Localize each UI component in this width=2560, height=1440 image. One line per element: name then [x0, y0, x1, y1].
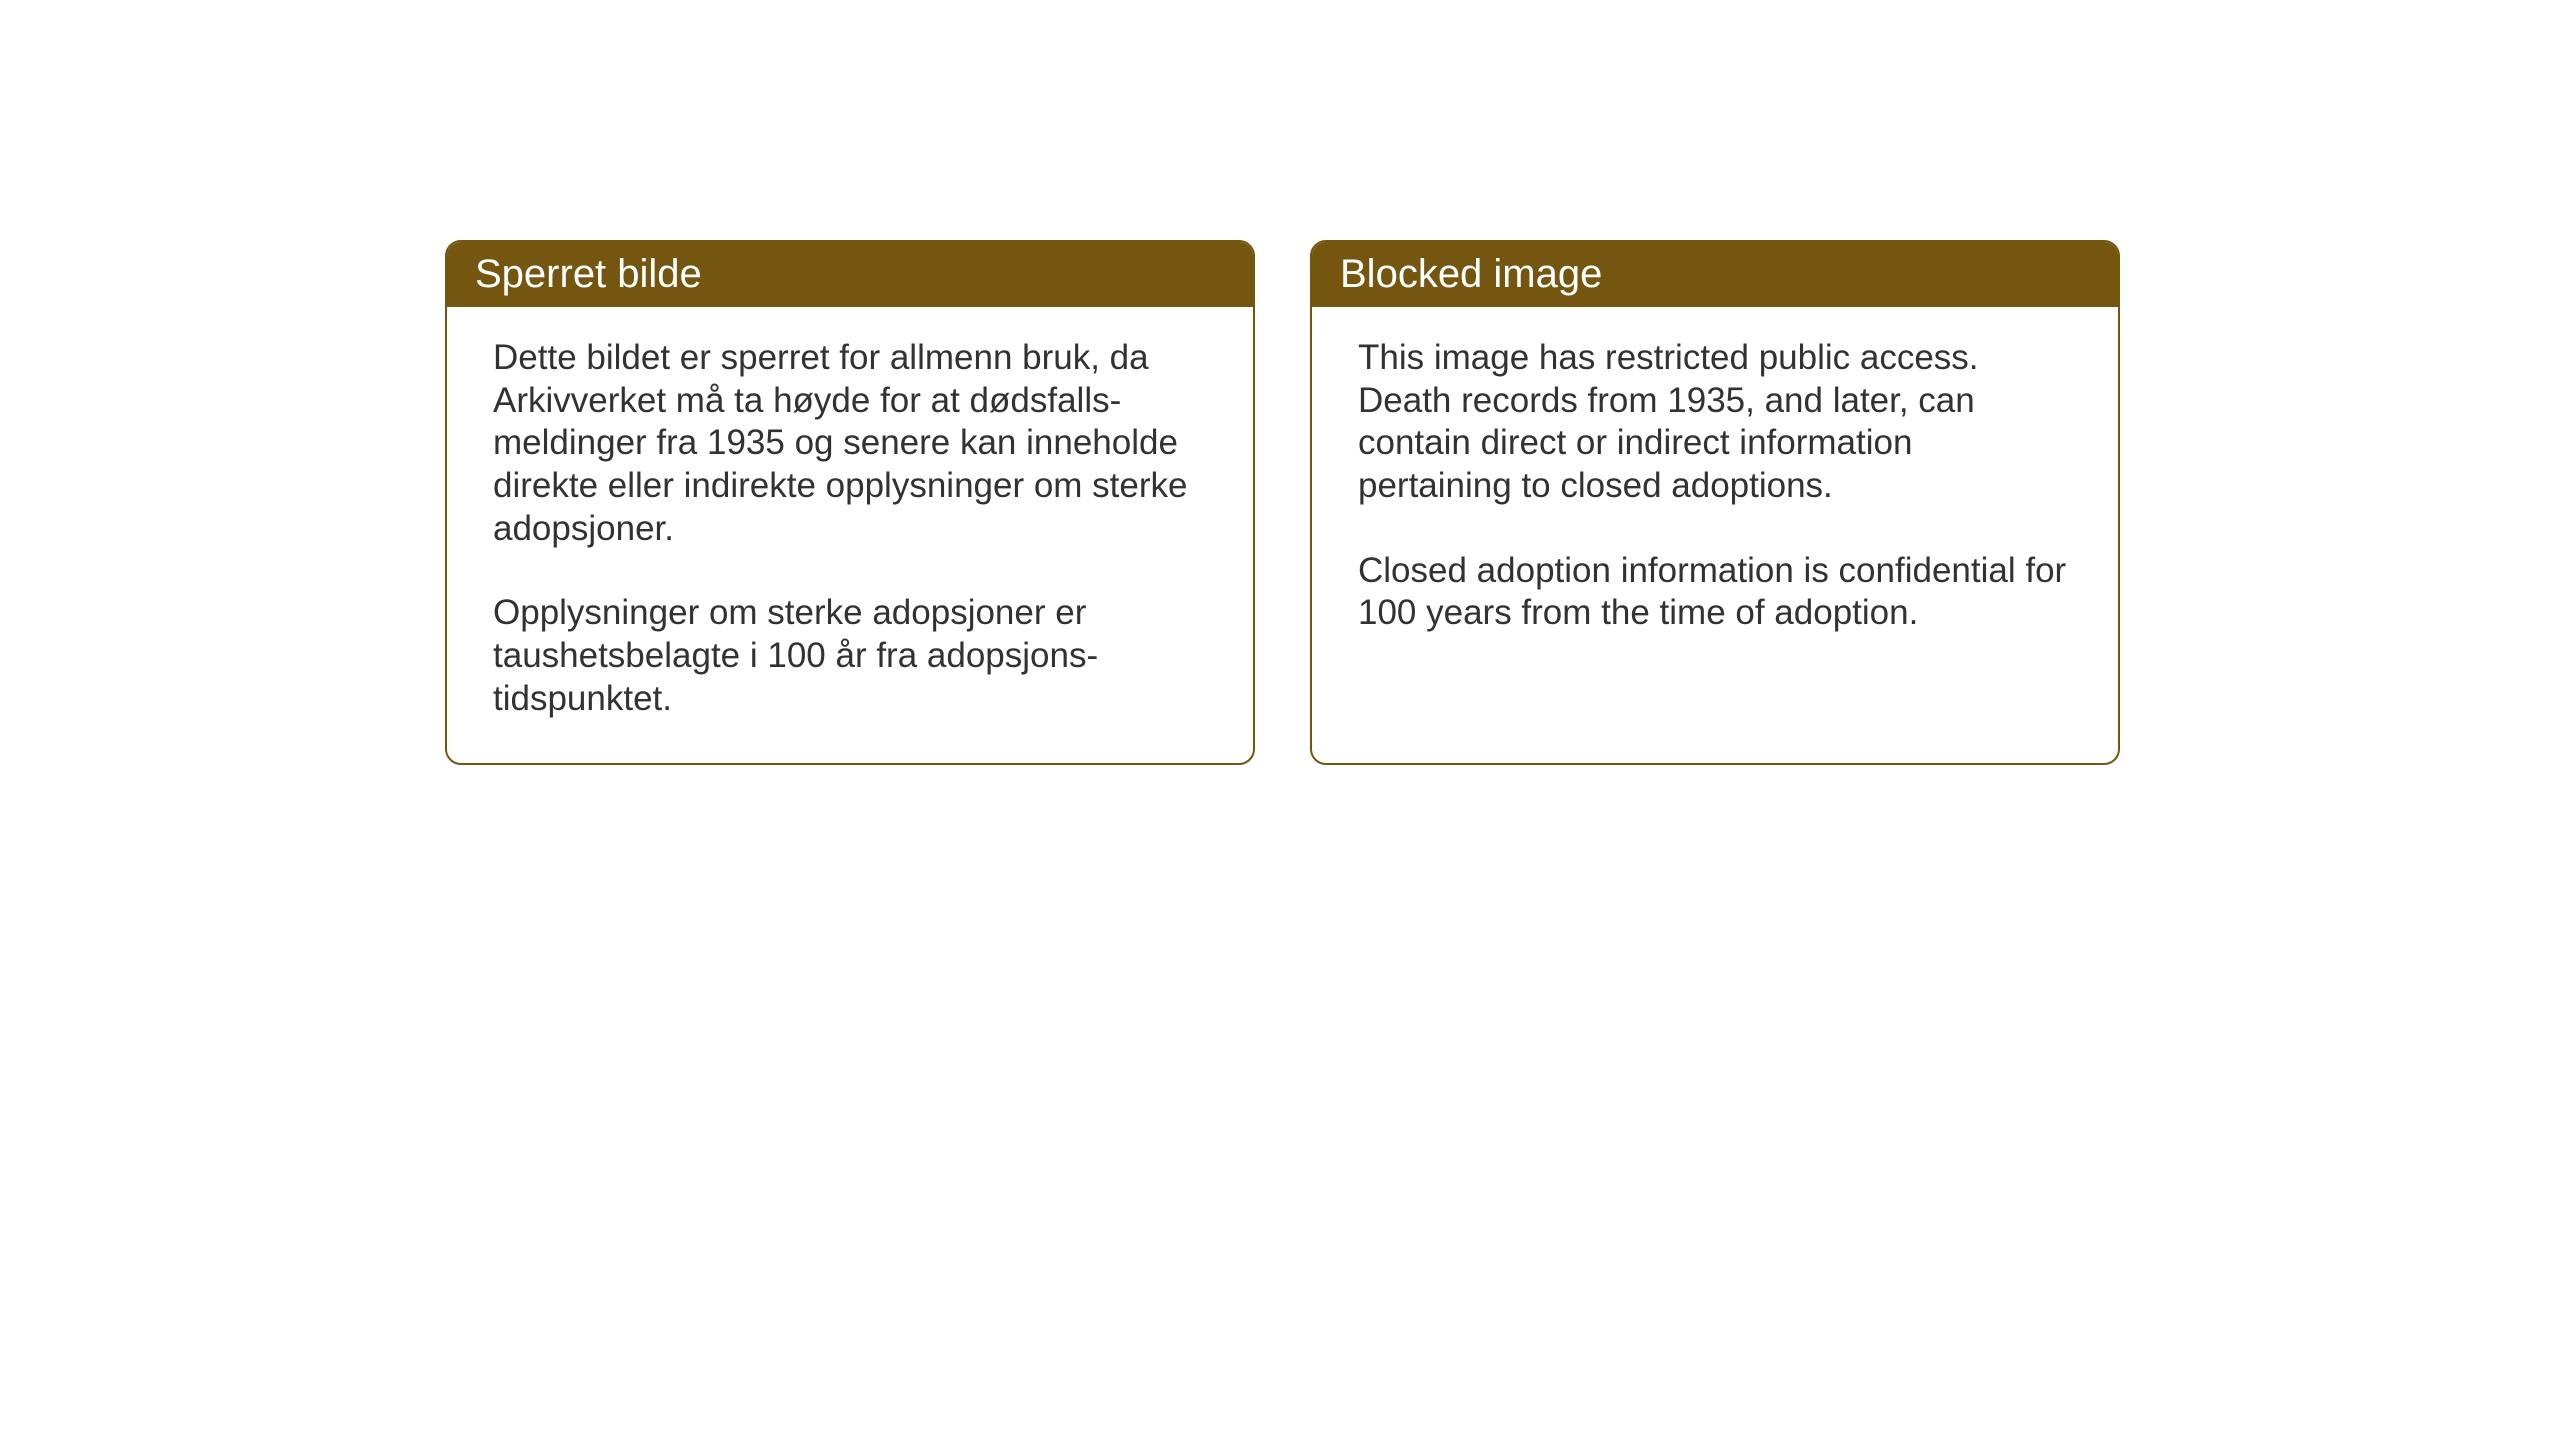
- card-paragraph: Closed adoption information is confident…: [1358, 550, 2072, 635]
- card-paragraph: Dette bildet er sperret for allmenn bruk…: [493, 337, 1207, 550]
- card-header-norwegian: Sperret bilde: [447, 242, 1253, 307]
- card-title-english: Blocked image: [1340, 252, 1602, 296]
- card-paragraph: This image has restricted public access.…: [1358, 337, 2072, 508]
- card-body-norwegian: Dette bildet er sperret for allmenn bruk…: [447, 307, 1253, 763]
- card-english: Blocked image This image has restricted …: [1310, 240, 2120, 765]
- card-body-english: This image has restricted public access.…: [1312, 307, 2118, 677]
- card-paragraph: Opplysninger om sterke adopsjoner er tau…: [493, 592, 1207, 720]
- card-title-norwegian: Sperret bilde: [475, 252, 702, 296]
- card-header-english: Blocked image: [1312, 242, 2118, 307]
- card-norwegian: Sperret bilde Dette bildet er sperret fo…: [445, 240, 1255, 765]
- cards-container: Sperret bilde Dette bildet er sperret fo…: [445, 240, 2120, 765]
